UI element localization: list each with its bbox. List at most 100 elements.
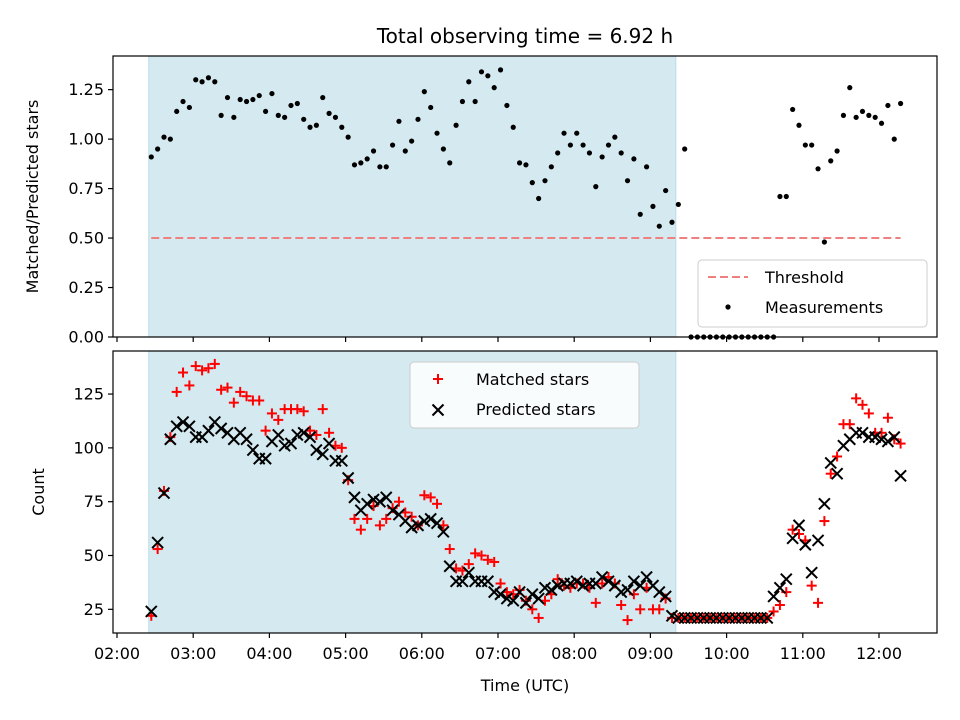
matched-star-point [228,397,239,408]
measurement-point [409,138,415,144]
measurement-point [415,116,421,122]
measurement-point [186,104,192,111]
measurement-point [237,96,243,103]
predicted-star-point [513,585,526,599]
y-tick-label: 0.50 [68,229,104,248]
measurement-point [148,154,154,160]
measurement-point [663,187,669,194]
matched-star-point [349,513,360,524]
measurement-point [466,79,472,85]
predicted-star-point [151,536,164,549]
measurement-point [167,136,173,142]
predicted-star-point [176,415,190,429]
top-axes-frame [112,55,938,338]
matched-star-point [355,524,366,535]
measurement-point [802,142,808,148]
measurement-point [586,150,593,156]
predicted-star-point [830,467,844,480]
top-panel: 0.00 0.25 0.50 0.75 1.00 1.25 Matched/Predict… [23,55,938,347]
predicted-star-point [259,452,272,465]
y-tick-label: 25 [84,600,104,619]
matched-star-point [463,559,474,570]
matched-star-point [470,548,481,559]
predicted-star-point [805,566,818,579]
measurements-series [148,67,904,340]
measurement-point [821,239,827,245]
measurement-point [631,156,637,162]
measurement-point [516,160,523,166]
measurement-point [485,73,491,79]
predicted-star-point [246,443,260,457]
measurement-point [358,160,364,166]
measurement-point [847,85,853,91]
measurement-point [599,154,605,160]
measurement-point [523,162,529,168]
bottom-legend: Matched stars Predicted stars [409,361,640,429]
bottom-y-axis-label: Count [29,468,48,516]
predicted-star-point [824,456,837,470]
predicted-star-point [386,504,399,517]
measurement-point [332,114,339,120]
predicted-star-point [183,420,196,433]
x-tick-label: 10:00 [704,644,750,663]
matched-star-point [476,550,487,561]
predicted-star-point [303,430,317,444]
matched-star-point [482,554,493,565]
matched-star-point [533,612,544,623]
matched-star-point [222,382,233,393]
top-shaded-interval [148,55,677,338]
measurement-point [161,134,167,140]
predicted-star-point [443,560,456,573]
measurement-point [491,85,497,91]
predicted-star-point [888,430,901,444]
predicted-star-point [773,581,787,595]
predicted-star-point [157,486,171,500]
predicted-star-point [424,512,437,526]
measurement-point [250,96,256,103]
predicted-star-point [348,491,361,504]
matched-star-point [863,408,874,419]
measurement-point [885,102,891,109]
y-tick-label: 1.25 [68,80,104,99]
predicted-star-point [767,590,780,603]
predicted-star-point [786,532,799,545]
measurement-point [561,130,567,136]
x-tick-label: 06:00 [399,644,445,663]
predicted-star-point [634,579,647,592]
bottom-axes-frame [112,350,938,634]
matched-star-point [184,380,195,391]
bottom-y-axis: 25 50 75 100 125 [73,385,113,619]
x-tick-label: 03:00 [170,644,216,663]
measurement-point [459,98,466,105]
predicted-star-point [380,491,393,504]
matched-star-point [825,468,836,479]
measurement-point [320,94,326,101]
measurement-point [301,116,307,122]
measurement-point [897,100,904,107]
measurement-point [262,108,269,115]
measurement-point [650,203,656,209]
measurement-point [872,114,878,120]
x-tick-label: 07:00 [475,644,521,663]
measurement-point [809,142,815,148]
matched-star-point [419,490,430,501]
predicted-star-point [856,426,869,440]
measurement-point [555,150,561,156]
matched-star-point [336,442,347,453]
matched-star-point [495,578,506,589]
predicted-star-point [411,519,425,532]
predicted-stars-series [145,415,907,625]
matched-star-point [590,597,601,608]
measurement-point [212,79,218,85]
y-tick-label: 0.75 [68,179,104,198]
measurement-point [370,148,377,154]
measurement-point [428,104,434,111]
measurement-point [326,110,332,116]
measurement-point [231,114,237,120]
measurement-point [402,148,408,154]
measurement-point [434,130,440,136]
measurement-point [567,142,573,148]
measurement-point [193,77,199,83]
matched-star-point [527,604,538,615]
measurement-point [878,120,885,126]
